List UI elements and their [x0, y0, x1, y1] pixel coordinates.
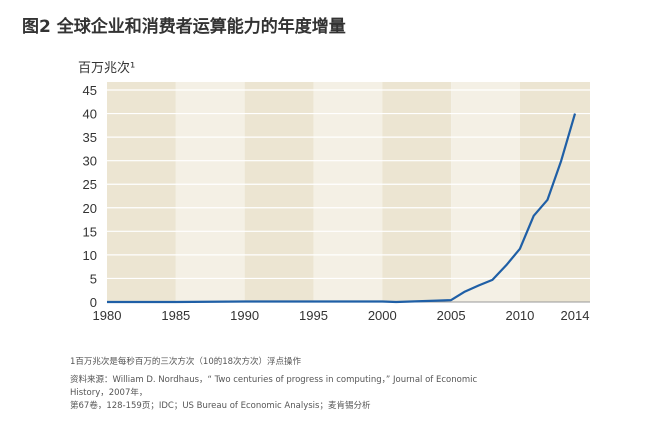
x-tick-label: 2000 [368, 308, 397, 323]
background-band [519, 82, 590, 302]
background-band [382, 82, 452, 302]
y-tick-label: 20 [83, 201, 97, 216]
source-line-1: 资料来源：William D. Nordhaus，“ Two centuries… [70, 375, 478, 398]
y-tick-label: 45 [83, 83, 97, 98]
x-tick-label: 1980 [93, 308, 122, 323]
background-band [107, 82, 176, 302]
y-tick-label: 30 [83, 154, 97, 169]
y-axis-label: 百万兆次¹ [78, 61, 136, 76]
figure-title: 图2 全球企业和消费者运算能力的年度增量 [22, 17, 346, 37]
background-band [451, 82, 520, 302]
y-tick-label: 25 [83, 177, 97, 192]
chart: 0 5 10 15 20 25 30 35 40 45 1980 1985 1990 1995 2000 20… [83, 82, 590, 323]
source-note: 资料来源：William D. Nordhaus，“ Two centuries… [70, 374, 510, 413]
y-tick-label: 15 [83, 224, 97, 239]
y-tick-label: 40 [83, 107, 97, 122]
y-tick-label: 5 [90, 271, 97, 286]
background-band [313, 82, 383, 302]
footnote: 1百万兆次是每秒百万的三次方次（10的18次方次）浮点操作 [70, 357, 302, 367]
background-band [175, 82, 245, 302]
x-tick-label: 1985 [161, 308, 190, 323]
source-line-2: 第67卷，128-159页；IDC；US Bureau of Economic … [70, 401, 371, 411]
x-tick-label: 2005 [437, 308, 466, 323]
y-tick-label: 35 [83, 130, 97, 145]
x-tick-label: 1990 [230, 308, 259, 323]
x-tick-label: 2014 [561, 308, 590, 323]
x-tick-label: 2010 [505, 308, 534, 323]
y-tick-label: 0 [90, 295, 97, 310]
y-tick-label: 10 [83, 248, 97, 263]
x-tick-label: 1995 [299, 308, 328, 323]
background-band [244, 82, 314, 302]
